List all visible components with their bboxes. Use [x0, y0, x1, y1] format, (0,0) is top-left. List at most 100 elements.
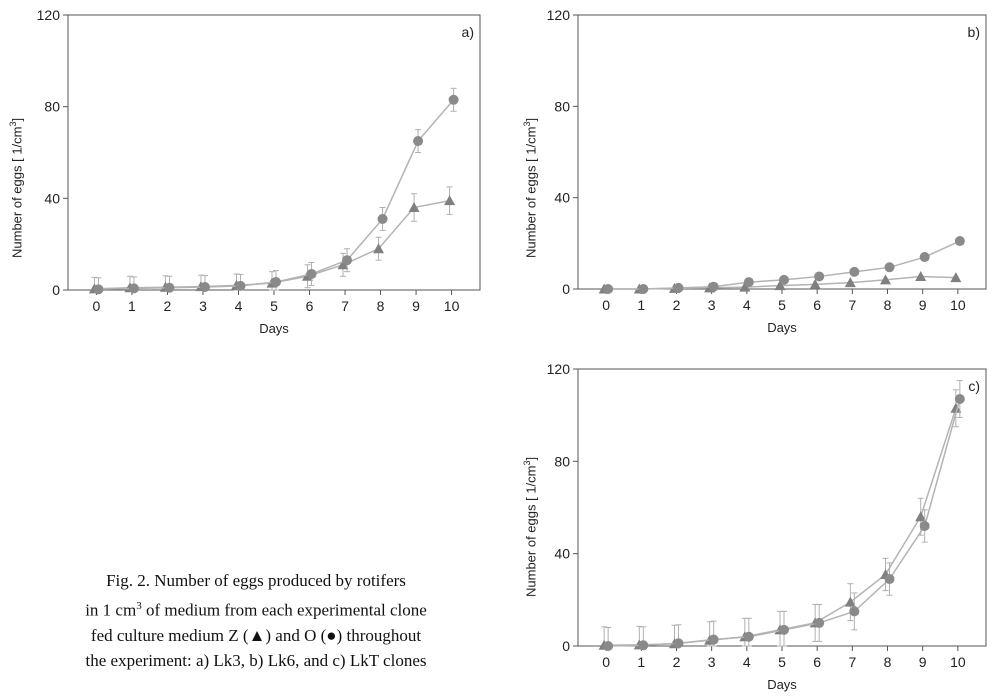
- caption-line-1: Fig. 2. Number of eggs produced by rotif…: [106, 571, 406, 590]
- triangle-marker: [880, 274, 892, 285]
- x-tick-label: 2: [164, 298, 172, 314]
- circle-marker: [306, 268, 317, 279]
- series-line-triangle: [604, 408, 957, 647]
- circle-marker: [673, 638, 684, 649]
- y-tick-label: 0: [562, 281, 570, 297]
- triangle-marker: [774, 280, 786, 291]
- circle-marker: [164, 282, 175, 293]
- chart-panel-c: 0 40 80 120 0 1 2 3 4 5 6 7 8 9 10 Days c): [512, 352, 998, 698]
- x-tick-label: 8: [377, 298, 385, 314]
- triangle-marker: [739, 281, 751, 292]
- triangle-marker: [408, 202, 420, 212]
- circle-marker: [743, 631, 754, 642]
- circle-marker: [413, 136, 424, 147]
- triangle-marker: [915, 270, 927, 281]
- x-tick-label: 9: [919, 654, 927, 670]
- x-tick-label: 1: [637, 654, 645, 670]
- triangle-marker: [337, 259, 349, 270]
- y-tick-label: 40: [554, 190, 570, 206]
- y-tick-label: 80: [554, 98, 570, 114]
- x-tick-label: 9: [919, 297, 927, 313]
- chart-panel-b: 0 40 80 120 0 1 2 3 4 5 6 7 8 9 10 Days b): [512, 0, 998, 345]
- circle-marker: [603, 284, 614, 294]
- y-tick-label: 80: [554, 453, 570, 469]
- circle-marker: [271, 276, 281, 287]
- circle-marker: [849, 606, 860, 617]
- y-label-close: ]: [523, 117, 539, 122]
- x-tick-label: 8: [884, 654, 892, 670]
- circle-marker: [708, 634, 719, 645]
- y-tick-label: 120: [547, 361, 571, 377]
- y-label-sup: 3: [522, 460, 532, 466]
- y-tick-label: 0: [562, 638, 570, 654]
- circle-marker: [814, 617, 825, 628]
- circle-marker: [708, 281, 719, 292]
- y-label-sup: 3: [8, 121, 18, 127]
- plot-frame: [577, 14, 987, 290]
- chart-panel-a: 0 40 80 120 0 1 2 3 4 5 6 7 8 9 10 Days a): [0, 0, 512, 345]
- triangle-marker: [950, 272, 962, 283]
- circle-marker: [849, 266, 860, 277]
- x-tick-label: 0: [602, 297, 610, 313]
- series-line-circle: [608, 398, 961, 647]
- x-tick-label: 7: [848, 654, 856, 670]
- x-tick-label: 3: [199, 298, 207, 314]
- x-tick-label: 7: [341, 298, 349, 314]
- y-tick-label: 80: [44, 99, 60, 115]
- circle-marker: [638, 284, 649, 294]
- triangle-marker: [950, 402, 962, 413]
- y-label-text: Number of eggs [ 1/cm: [9, 126, 25, 259]
- caption-line-2-end: of medium from each experimental clone: [141, 600, 427, 620]
- figure-caption: Fig. 2. Number of eggs produced by rotif…: [0, 568, 512, 674]
- circle-marker: [128, 283, 139, 294]
- x-tick-label: 1: [128, 298, 136, 314]
- triangle-marker: [844, 277, 856, 288]
- circle-marker: [342, 255, 353, 266]
- panel-label-b: b): [968, 24, 980, 40]
- triangle-marker: [444, 195, 456, 206]
- y-tick-label: 120: [37, 7, 61, 23]
- circle-marker: [779, 624, 789, 635]
- x-tick-label: 5: [778, 654, 786, 670]
- circle-marker: [603, 641, 614, 651]
- circle-marker: [93, 284, 104, 295]
- y-label-close: ]: [523, 456, 539, 461]
- x-tick-label: 3: [708, 297, 716, 313]
- circle-marker: [919, 252, 930, 263]
- panel-label-a: a): [462, 24, 474, 40]
- y-label-close: ]: [9, 117, 25, 122]
- y-label-text: Number of eggs [ 1/cm: [523, 465, 539, 598]
- circle-marker: [919, 520, 930, 531]
- triangle-marker: [809, 278, 821, 289]
- chart-a-y-axis-label: Number of eggs [ 1/cm3]: [8, 118, 24, 258]
- circle-marker: [673, 282, 684, 293]
- x-tick-label: 0: [602, 654, 610, 670]
- x-tick-label: 7: [848, 297, 856, 313]
- x-tick-label: 3: [708, 654, 716, 670]
- chart-c-y-axis-label: Number of eggs [ 1/cm3]: [522, 457, 538, 597]
- circle-marker: [779, 274, 789, 285]
- x-tick-label: 5: [778, 297, 786, 313]
- chart-a-svg: 0 40 80 120 0 1 2 3 4 5 6 7 8 9 10 Days a): [37, 7, 481, 336]
- x-axis-label: Days: [259, 321, 289, 336]
- triangle-marker: [915, 511, 927, 522]
- x-axis-label: Days: [767, 320, 797, 335]
- panel-label-c: c): [968, 378, 980, 394]
- circle-marker: [954, 236, 965, 247]
- x-tick-label: 6: [813, 297, 821, 313]
- triangle-marker: [373, 243, 385, 254]
- caption-line-3: fed culture medium Z (▲) and O (●) throu…: [90, 625, 422, 645]
- x-tick-label: 4: [743, 297, 751, 313]
- y-label-sup: 3: [522, 121, 532, 127]
- circle-marker: [884, 574, 895, 585]
- x-tick-label: 4: [743, 654, 751, 670]
- x-tick-label: 10: [950, 297, 966, 313]
- y-label-text: Number of eggs [ 1/cm: [523, 126, 539, 259]
- x-axis-label: Days: [767, 677, 797, 692]
- x-tick-label: 10: [444, 298, 460, 314]
- caption-line-2: in 1 cm3 of medium from each experimenta…: [0, 594, 512, 623]
- circle-marker: [235, 280, 246, 291]
- plot-frame: [577, 368, 987, 647]
- x-tick-label: 10: [950, 654, 966, 670]
- x-tick-label: 2: [673, 297, 681, 313]
